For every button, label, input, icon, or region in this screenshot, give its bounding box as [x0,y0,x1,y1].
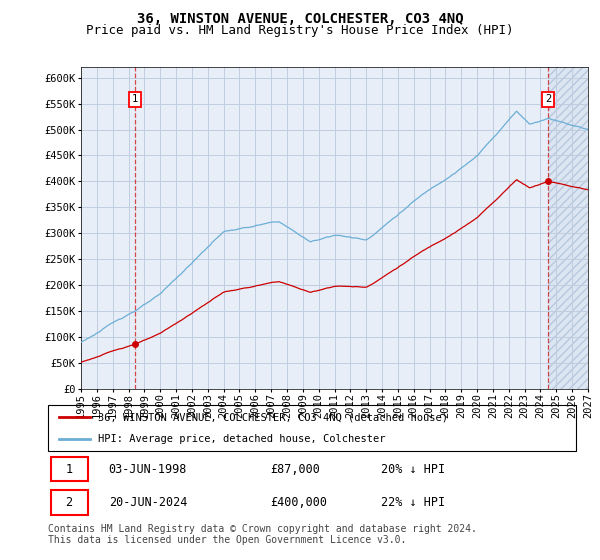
Text: Price paid vs. HM Land Registry's House Price Index (HPI): Price paid vs. HM Land Registry's House … [86,24,514,37]
Text: 1: 1 [65,463,73,475]
Bar [50,491,88,515]
Text: 2: 2 [65,496,73,509]
Text: 1: 1 [132,95,139,104]
Bar [548,67,588,389]
Text: £400,000: £400,000 [270,496,327,509]
Text: 20% ↓ HPI: 20% ↓ HPI [380,463,445,475]
Text: £87,000: £87,000 [270,463,320,475]
Text: 03-JUN-1998: 03-JUN-1998 [109,463,187,475]
Text: 36, WINSTON AVENUE, COLCHESTER, CO3 4NQ (detached house): 36, WINSTON AVENUE, COLCHESTER, CO3 4NQ … [98,412,448,422]
Bar [548,67,588,389]
Text: 36, WINSTON AVENUE, COLCHESTER, CO3 4NQ: 36, WINSTON AVENUE, COLCHESTER, CO3 4NQ [137,12,463,26]
Bar [50,457,88,481]
Text: Contains HM Land Registry data © Crown copyright and database right 2024.
This d: Contains HM Land Registry data © Crown c… [48,524,477,545]
Text: 22% ↓ HPI: 22% ↓ HPI [380,496,445,509]
Text: 2: 2 [545,95,551,104]
Text: HPI: Average price, detached house, Colchester: HPI: Average price, detached house, Colc… [98,435,386,444]
Text: 20-JUN-2024: 20-JUN-2024 [109,496,187,509]
